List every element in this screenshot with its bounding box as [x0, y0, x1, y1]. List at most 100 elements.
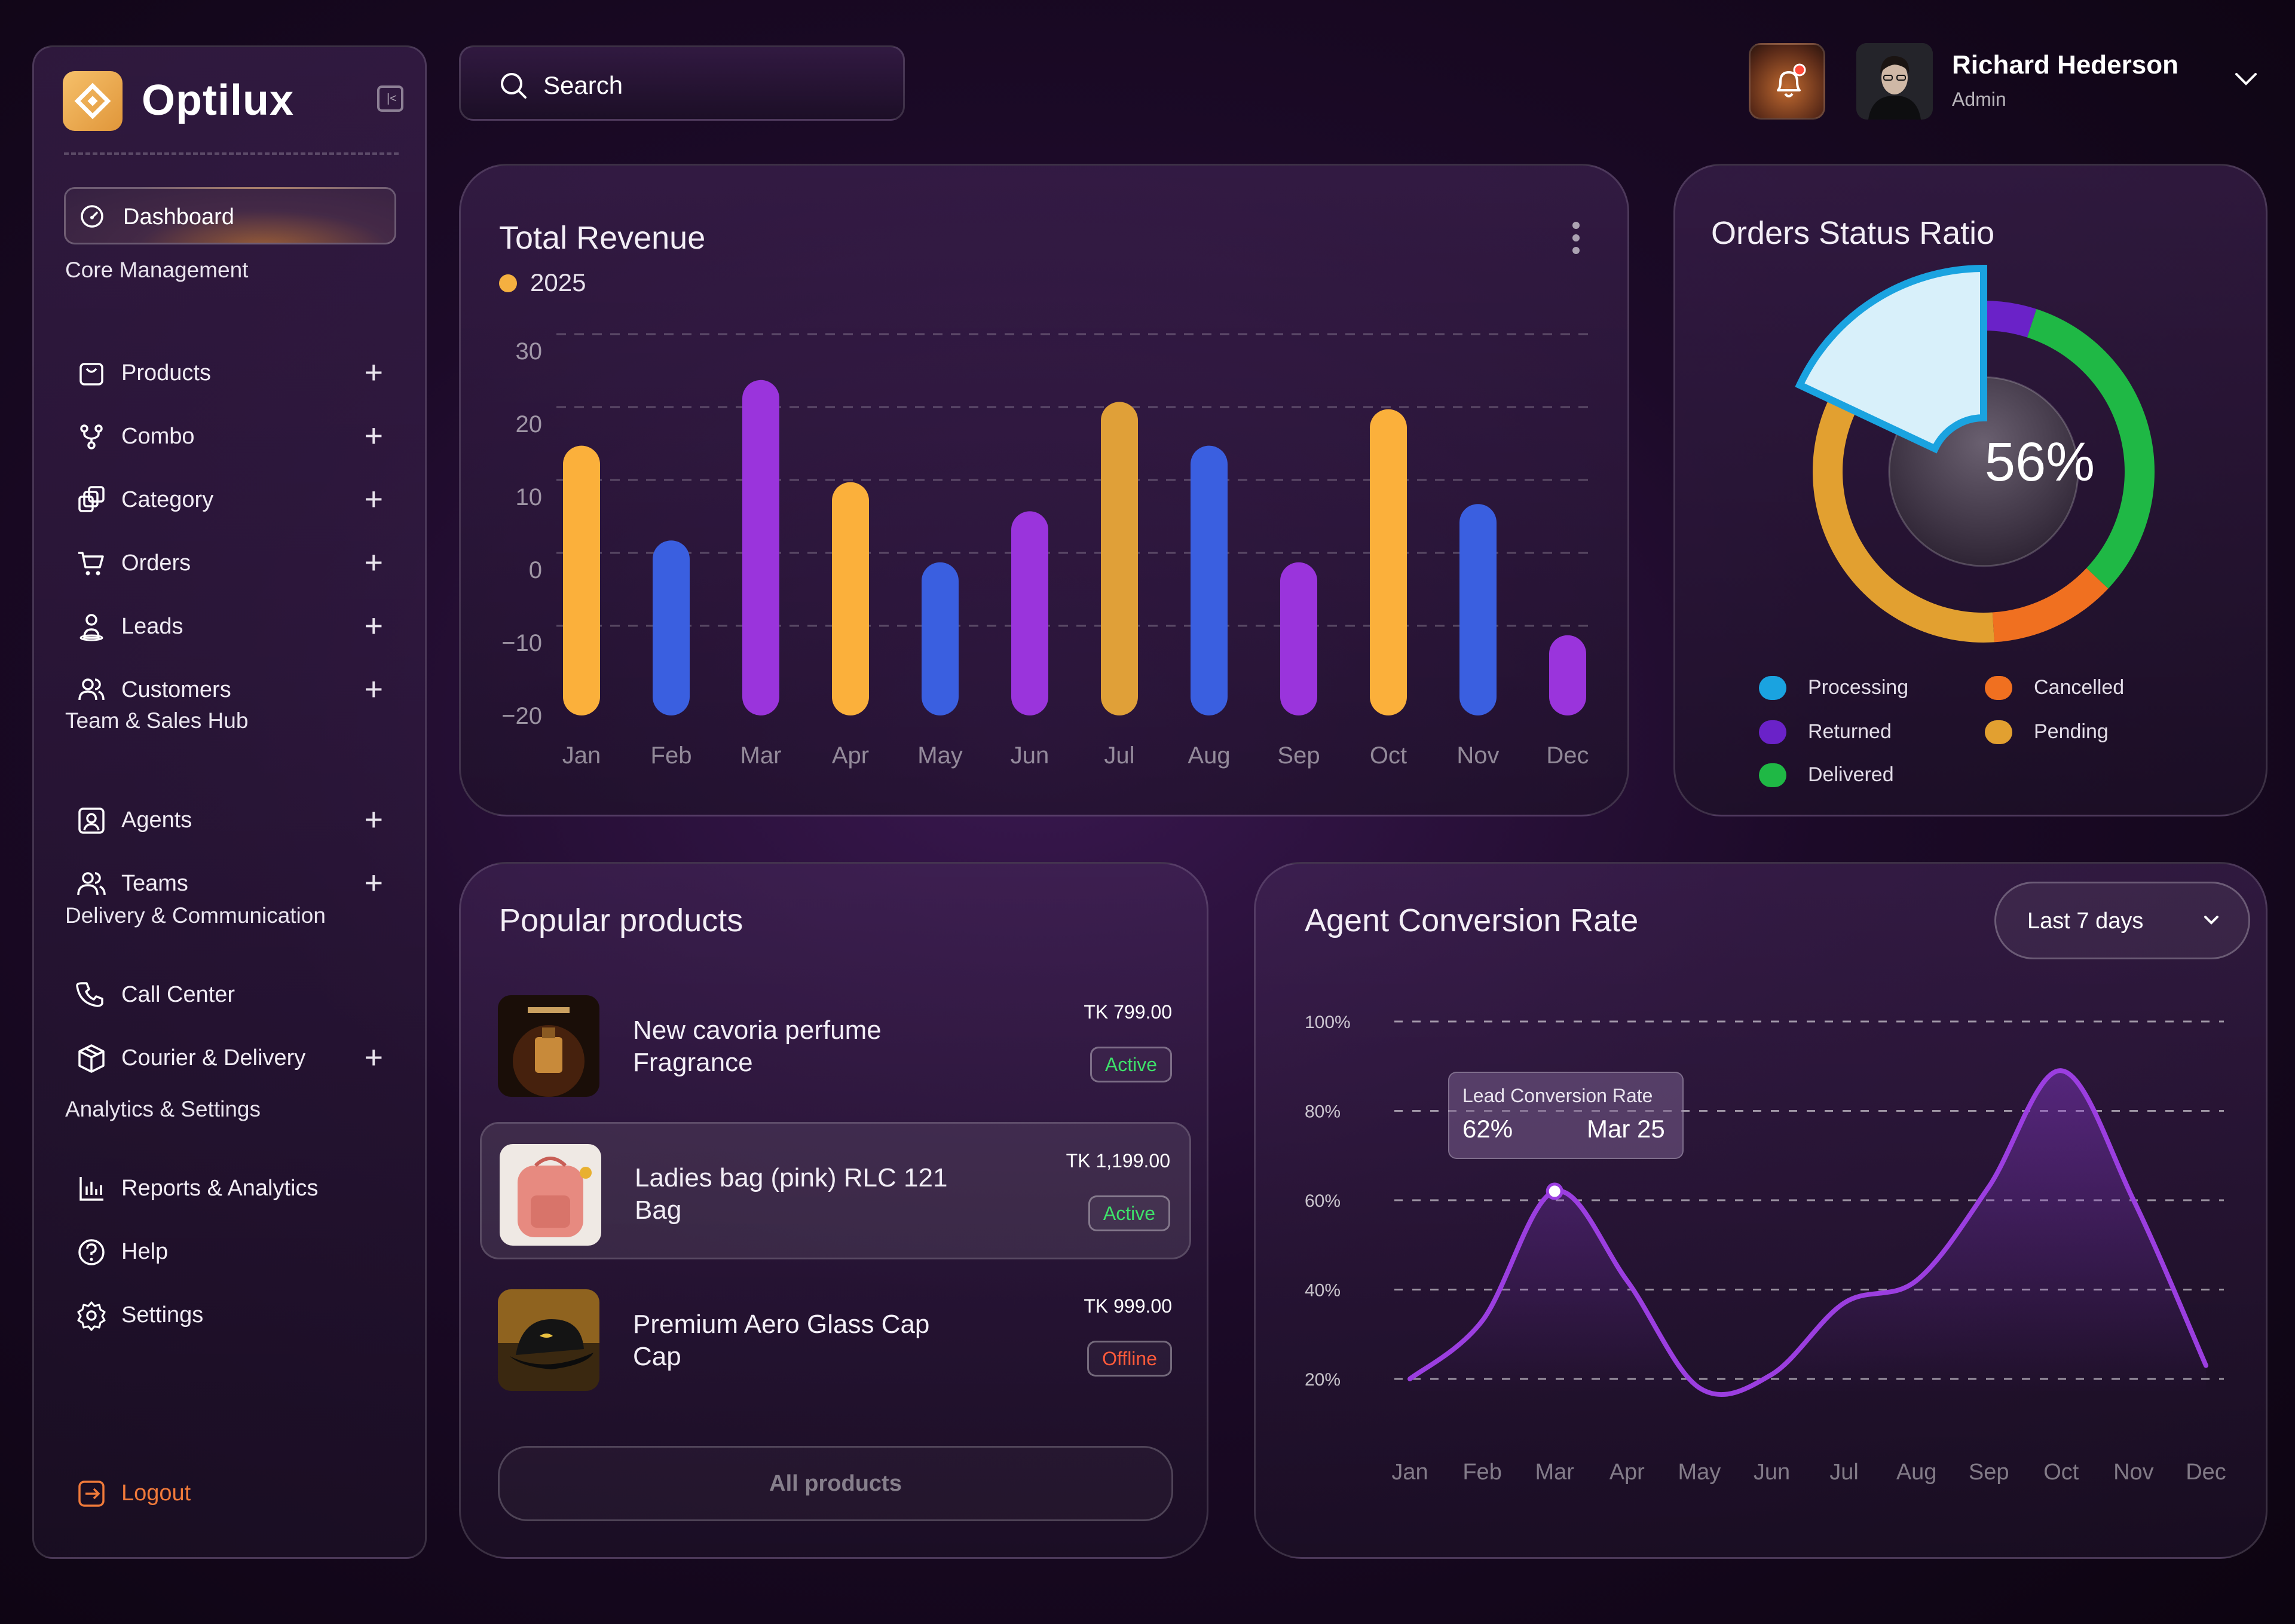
sidebar-item-settings[interactable]: Settings — [64, 1292, 399, 1339]
sidebar-item-teams[interactable]: Teams + — [64, 860, 399, 908]
sidebar-item-combo[interactable]: Combo + — [64, 413, 399, 461]
expand-plus-icon[interactable]: + — [364, 1039, 383, 1075]
x-tick-label: Oct — [1370, 742, 1407, 769]
product-thumbnail — [498, 995, 599, 1097]
status-badge: Offline — [1087, 1341, 1172, 1377]
avatar[interactable] — [1856, 43, 1933, 120]
y-tick-label: 20% — [1305, 1370, 1341, 1390]
logo-mark-icon — [74, 82, 111, 120]
sidebar-item-courier-delivery[interactable]: Courier & Delivery + — [64, 1035, 399, 1082]
legend-item: Processing — [1759, 676, 1908, 700]
sidebar-item-label: Leads — [121, 614, 183, 639]
user-name: Richard Hederson — [1952, 50, 2178, 79]
status-badge: Active — [1090, 1047, 1172, 1082]
highlight-point[interactable] — [1546, 1182, 1563, 1200]
sidebar-item-leads[interactable]: Leads + — [64, 603, 399, 651]
sidebar-item-label: Call Center — [121, 982, 235, 1007]
product-category: Bag — [635, 1195, 682, 1225]
slice-pending[interactable] — [1813, 399, 1994, 643]
sidebar-item-customers[interactable]: Customers + — [64, 666, 399, 714]
sidebar-item-agents[interactable]: Agents + — [64, 797, 399, 845]
sidebar-item-label: Orders — [121, 550, 191, 576]
x-tick-label: Jun — [1754, 1460, 1790, 1485]
bar-jun[interactable] — [1011, 511, 1048, 715]
tooltip-date: Mar 25 — [1587, 1115, 1665, 1143]
slice-cancelled[interactable] — [1992, 568, 2109, 643]
date-range-value: Last 7 days — [2027, 909, 2144, 934]
agent-conversion-card: 100% 80% 60% 40% 20% Jan Feb Mar Apr May Jun Jul Aug… — [1254, 862, 2268, 1559]
x-tick-label: Dec — [1546, 742, 1589, 769]
brand-name: Optilux — [142, 77, 294, 124]
legend-label: Delivered — [1808, 763, 1894, 786]
legend-label: Pending — [2034, 720, 2109, 743]
sidebar-item-label: Reports & Analytics — [121, 1176, 319, 1201]
conversion-line-chart: 100% 80% 60% 40% 20% Jan Feb Mar Apr May Jun Jul Aug… — [1305, 1013, 2226, 1485]
sidebar-item-category[interactable]: Category + — [64, 476, 399, 524]
sidebar-item-label: Help — [121, 1239, 169, 1264]
collapse-sidebar-icon[interactable]: |< — [377, 85, 403, 112]
expand-plus-icon[interactable]: + — [364, 418, 383, 454]
product-category: Fragrance — [633, 1048, 753, 1077]
product-row[interactable]: Ladies bag (pink) RLC 121 Bag TK 1,199.0… — [480, 1122, 1191, 1259]
sidebar-item-help[interactable]: Help — [64, 1228, 399, 1276]
x-tick-label: Sep — [1969, 1460, 2009, 1485]
bar-nov[interactable] — [1459, 504, 1497, 715]
x-tick-label: Feb — [1462, 1460, 1501, 1485]
logout-button[interactable]: Logout — [64, 1470, 243, 1518]
bar-aug[interactable] — [1191, 445, 1228, 715]
perfume-image — [498, 995, 599, 1097]
divider — [64, 152, 399, 155]
y-tick-label: −10 — [501, 630, 542, 656]
legend-swatch — [1759, 763, 1786, 787]
line-area — [1410, 1071, 2206, 1395]
expand-plus-icon[interactable]: + — [364, 671, 383, 707]
user-photo — [1856, 43, 1933, 120]
sidebar-item-call-center[interactable]: Call Center — [64, 971, 399, 1019]
tooltip-label: Lead Conversion Rate — [1462, 1085, 1653, 1106]
expand-plus-icon[interactable]: + — [364, 802, 383, 837]
search-placeholder: Search — [543, 71, 623, 99]
legend-swatch — [1985, 720, 2012, 744]
more-options-icon[interactable] — [1572, 222, 1581, 259]
sidebar-item-products[interactable]: Products + — [64, 350, 399, 397]
bar-feb[interactable] — [653, 540, 690, 715]
bar-jul[interactable] — [1101, 402, 1138, 715]
sidebar-item-label: Customers — [121, 677, 231, 702]
expand-plus-icon[interactable]: + — [364, 481, 383, 517]
all-products-button[interactable]: All products — [498, 1446, 1173, 1521]
status-badge: Active — [1088, 1195, 1170, 1231]
bar-may[interactable] — [922, 562, 959, 715]
x-tick-label: Jun — [1011, 742, 1049, 769]
brand-logo — [63, 71, 123, 131]
bar-jan[interactable] — [563, 445, 600, 715]
section-title: Analytics & Settings — [65, 1097, 261, 1121]
sidebar-item-label: Products — [121, 360, 211, 386]
slice-returned[interactable] — [1984, 301, 2037, 338]
notifications-button[interactable] — [1749, 43, 1825, 120]
bar-dec[interactable] — [1549, 635, 1586, 715]
bar-apr[interactable] — [832, 482, 869, 715]
product-row[interactable]: Premium Aero Glass Cap Cap TK 999.00 Off… — [480, 1269, 1191, 1406]
bar-sep[interactable] — [1280, 562, 1317, 715]
slice-delivered[interactable] — [2027, 308, 2155, 589]
expand-plus-icon[interactable]: + — [364, 545, 383, 580]
search-input[interactable]: Search — [459, 45, 905, 121]
agent-icon — [78, 808, 105, 834]
sidebar-item-orders[interactable]: Orders + — [64, 540, 399, 588]
orders-donut-chart — [1795, 264, 2155, 643]
expand-plus-icon[interactable]: + — [364, 354, 383, 390]
product-row[interactable]: New cavoria perfume Fragrance TK 799.00 … — [480, 975, 1191, 1112]
bar-oct[interactable] — [1370, 409, 1407, 715]
sidebar-item-reports-analytics[interactable]: Reports & Analytics — [64, 1165, 399, 1213]
bar-mar[interactable] — [742, 380, 779, 715]
expand-plus-icon[interactable]: + — [364, 865, 383, 901]
layers-icon — [78, 486, 105, 512]
expand-plus-icon[interactable]: + — [364, 608, 383, 644]
x-tick-label: Oct — [2043, 1460, 2079, 1485]
y-tick-label: 80% — [1305, 1102, 1341, 1122]
date-range-select[interactable]: Last 7 days — [1994, 882, 2250, 959]
sidebar-item-dashboard[interactable]: Dashboard — [64, 187, 396, 244]
slice-processing[interactable] — [1795, 264, 1987, 454]
legend-swatch — [1985, 676, 2012, 700]
chevron-down-icon[interactable] — [2233, 71, 2259, 87]
